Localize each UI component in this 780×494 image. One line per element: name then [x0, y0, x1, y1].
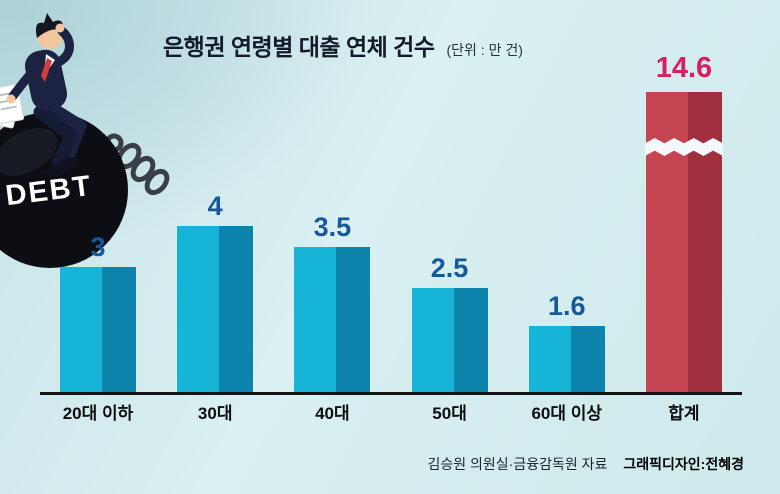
- bar-value-label: 14.6: [655, 52, 713, 84]
- source-text: 김승원 의원실·금융감독원 자료: [427, 456, 608, 472]
- page-title: 은행권 연령별 대출 연체 건수: [163, 34, 435, 60]
- chart-area: 3 20대 이하 4 30대 3.5 40대 2.5 50대 1.6 60대 이상 14.6 합계: [40, 50, 742, 422]
- bar-category-label: 합계: [668, 404, 700, 423]
- bar: [294, 247, 371, 392]
- chart-header: 은행권 연령별 대출 연체 건수 (단위 : 만 건): [163, 28, 523, 62]
- bar: [60, 267, 136, 392]
- footer: 김승원 의원실·금융감독원 자료 그래픽디자인:전혜경: [428, 454, 744, 474]
- bar-group: 2.5 50대: [411, 253, 488, 422]
- bar-group: 1.6 60대 이상: [528, 291, 605, 422]
- bar-value-label: 3: [90, 232, 106, 262]
- bar-group: 3.5 40대: [294, 212, 371, 422]
- sitting-man: [6, 13, 87, 177]
- bar-category-label: 50대: [432, 404, 467, 423]
- bar: [528, 326, 605, 392]
- bar-category-label: 40대: [315, 404, 350, 423]
- bar-value-label: 4: [207, 191, 223, 221]
- bar-category-label: 60대 이상: [531, 404, 603, 423]
- bar-category-label: 30대: [197, 404, 233, 423]
- total-bar: [644, 92, 723, 392]
- bar-group: 3 20대 이하: [60, 232, 136, 422]
- bar-value-label: 2.5: [430, 253, 469, 283]
- bar-value-label: 1.6: [547, 291, 586, 321]
- bar-group: 4 30대: [177, 191, 254, 422]
- design-credit: 그래픽디자인:전혜경: [623, 456, 744, 472]
- bar-value-label: 3.5: [313, 212, 352, 242]
- debt-illustration: DEBT: [0, 13, 170, 268]
- unit-note: (단위 : 만 건): [446, 42, 523, 58]
- bar: [411, 288, 488, 392]
- bar: [177, 226, 254, 392]
- bar-group: 14.6 합계: [644, 52, 723, 422]
- bars: 3 20대 이하 4 30대 3.5 40대 2.5 50대 1.6 60대 이상 14.6 합계: [40, 50, 742, 422]
- axis-break-zigzag: [644, 138, 723, 156]
- bar-category-label: 20대 이하: [62, 404, 134, 423]
